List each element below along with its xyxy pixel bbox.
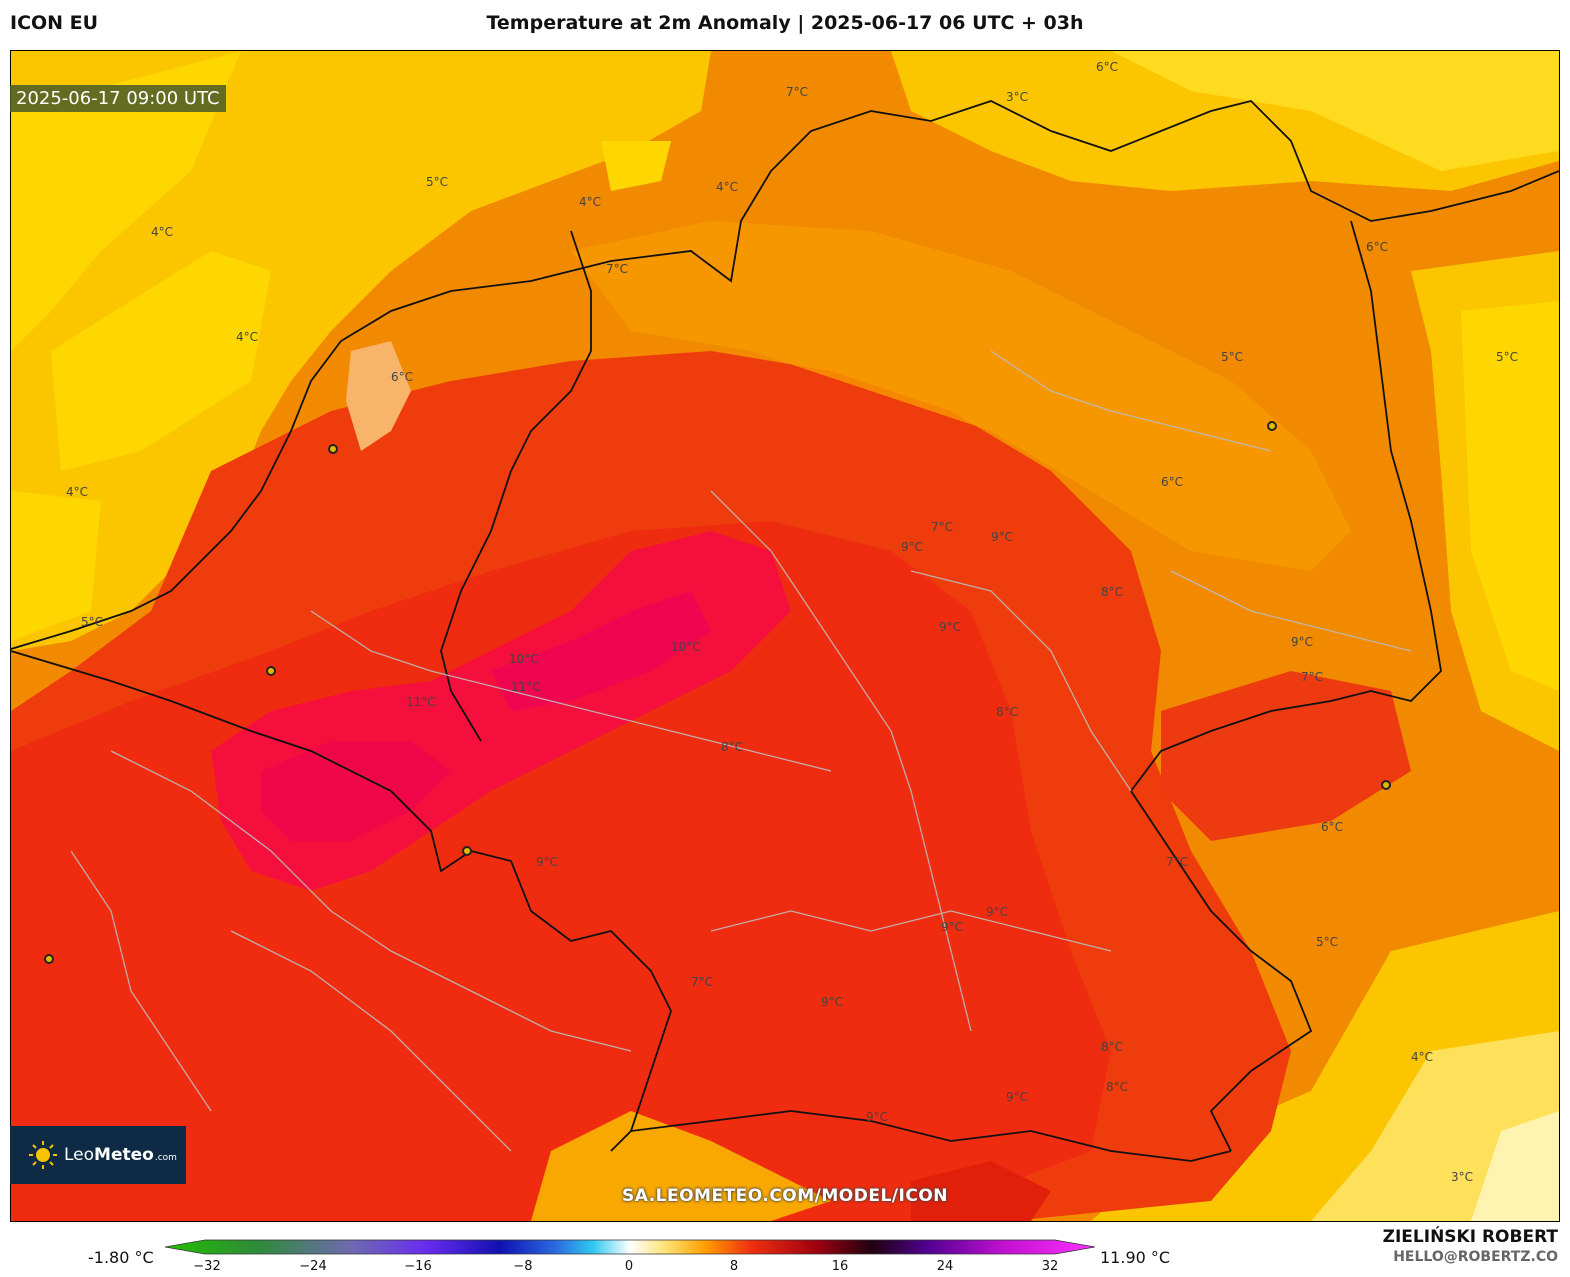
contour-label: 8°C [721, 740, 743, 754]
source-url[interactable]: SA.LEOMETEO.COM/MODEL/ICON [621, 1186, 948, 1206]
colorbar-tick: 24 [936, 1259, 954, 1274]
contour-label: 9°C [866, 1110, 888, 1124]
contour-label: 4°C [236, 330, 258, 344]
colorbar-tick: −32 [193, 1259, 221, 1274]
contour-label: 10°C [509, 652, 539, 666]
contour-label: 9°C [901, 540, 923, 554]
contour-label: 6°C [1321, 820, 1343, 834]
contour-label: 9°C [821, 995, 843, 1009]
contour-label: 6°C [1366, 240, 1388, 254]
contour-label: 5°C [81, 615, 103, 629]
contour-label: 4°C [579, 195, 601, 209]
city-marker [1267, 421, 1277, 431]
map-title: Temperature at 2m Anomaly | 2025-06-17 0… [486, 12, 1084, 34]
contour-label: 7°C [786, 85, 808, 99]
colorbar [165, 1239, 1095, 1255]
contour-label: 9°C [939, 620, 961, 634]
contour-label: 8°C [1101, 1040, 1123, 1054]
valid-time-badge: 2025-06-17 09:00 UTC [10, 85, 226, 112]
contour-label: 3°C [1006, 90, 1028, 104]
city-marker [462, 846, 472, 856]
colorbar-tick: 8 [729, 1259, 739, 1274]
contour-label: 4°C [151, 225, 173, 239]
contour-label: 9°C [1291, 635, 1313, 649]
contour-label: 7°C [1166, 855, 1188, 869]
contour-label: 8°C [1106, 1080, 1128, 1094]
author-name: ZIELIŃSKI ROBERT [1382, 1227, 1558, 1247]
contour-label: 3°C [1451, 1170, 1473, 1184]
city-marker [328, 444, 338, 454]
leometeo-logo[interactable]: LeoMeteo .com [10, 1126, 186, 1184]
contour-label: 7°C [691, 975, 713, 989]
contour-label: 9°C [986, 905, 1008, 919]
logo-text: LeoMeteo [64, 1145, 154, 1165]
contour-label: 5°C [1316, 935, 1338, 949]
contour-label: 11°C [406, 695, 436, 709]
author-email[interactable]: HELLO@ROBERTZ.CO [1393, 1249, 1558, 1265]
contour-label: 5°C [1221, 350, 1243, 364]
city-marker [266, 666, 276, 676]
contour-label: 6°C [391, 370, 413, 384]
colorbar-tick: −24 [299, 1259, 327, 1274]
contour-label: 9°C [991, 530, 1013, 544]
contour-label: 6°C [1161, 475, 1183, 489]
contour-label: 8°C [996, 705, 1018, 719]
model-name: ICON EU [10, 12, 99, 34]
sun-icon [28, 1140, 58, 1170]
contour-label: 7°C [1301, 670, 1323, 684]
colorbar-tick: −8 [513, 1259, 533, 1274]
contour-label: 4°C [716, 180, 738, 194]
contour-label: 6°C [1096, 60, 1118, 74]
contour-label: 5°C [1496, 350, 1518, 364]
logo-suffix: .com [154, 1153, 177, 1163]
contour-label: 4°C [66, 485, 88, 499]
temperature-map: 5°C 4°C 4°C 4°C 4°C 4°C 5°C 6°C 7°C 7°C … [11, 51, 1559, 1221]
contour-label: 5°C [426, 175, 448, 189]
colorbar-max-label: 11.90 °C [1100, 1248, 1171, 1267]
contour-label: 9°C [941, 920, 963, 934]
colorbar-tick: 0 [624, 1259, 634, 1274]
contour-label: 9°C [1006, 1090, 1028, 1104]
city-marker [44, 954, 54, 964]
contour-label: 4°C [1411, 1050, 1433, 1064]
contour-label: 10°C [671, 640, 701, 654]
city-marker [1381, 780, 1391, 790]
contour-label: 7°C [931, 520, 953, 534]
contour-label: 9°C [536, 855, 558, 869]
colorbar-tick: 16 [831, 1259, 849, 1274]
contour-label: 8°C [1101, 585, 1123, 599]
map-canvas[interactable]: 5°C 4°C 4°C 4°C 4°C 4°C 5°C 6°C 7°C 7°C … [10, 50, 1560, 1222]
colorbar-tick: 32 [1041, 1259, 1059, 1274]
contour-label: 11°C [511, 680, 541, 694]
colorbar-min-label: -1.80 °C [88, 1248, 154, 1267]
contour-label: 7°C [606, 262, 628, 276]
colorbar-tick: −16 [404, 1259, 432, 1274]
